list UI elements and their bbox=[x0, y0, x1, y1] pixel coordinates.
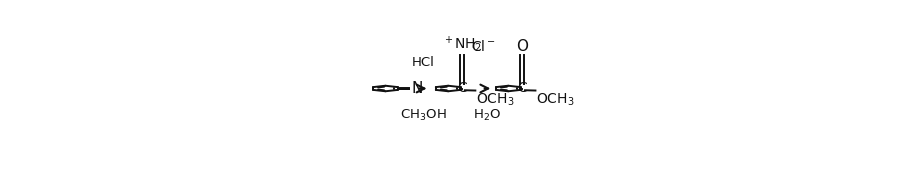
Text: $^+$NH$_2$: $^+$NH$_2$ bbox=[442, 34, 482, 54]
Text: N: N bbox=[411, 81, 422, 96]
Text: OCH$_3$: OCH$_3$ bbox=[476, 91, 515, 108]
Text: C: C bbox=[457, 81, 466, 96]
Text: O: O bbox=[516, 39, 527, 54]
Text: CH$_3$OH: CH$_3$OH bbox=[399, 108, 445, 123]
Text: C: C bbox=[517, 81, 527, 96]
Text: HCl: HCl bbox=[411, 56, 434, 69]
Text: OCH$_3$: OCH$_3$ bbox=[536, 91, 575, 108]
Text: H$_2$O: H$_2$O bbox=[473, 108, 501, 123]
Text: Cl$^-$: Cl$^-$ bbox=[470, 39, 495, 54]
